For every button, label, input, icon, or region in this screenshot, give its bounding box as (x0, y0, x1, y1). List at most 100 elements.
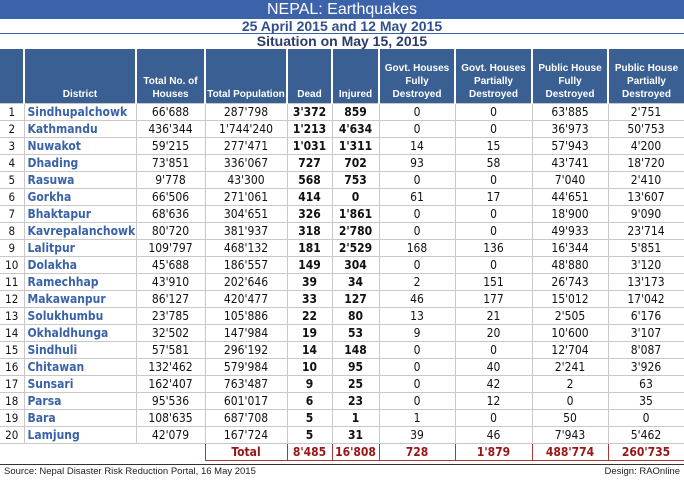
table-cell: 46 (454, 426, 533, 444)
row-number: 6 (0, 188, 25, 206)
district-name: Dolakha (23, 256, 137, 274)
table-cell: 0 (531, 392, 609, 410)
table-cell: 36'973 (531, 120, 609, 138)
row-number: 9 (0, 239, 25, 257)
table-cell: 162'407 (135, 375, 206, 393)
table-cell: 0 (378, 103, 456, 121)
table-cell: 181 (286, 239, 333, 257)
district-name: Bara (23, 409, 137, 427)
column-header: District (23, 49, 136, 104)
table-row: 19 Bara 108'635 687'708 5 1 1 0 50 0 (0, 409, 684, 427)
table-cell: 2'505 (531, 307, 609, 325)
table-cell: 26'743 (531, 273, 609, 291)
column-header: Total No. of Houses (135, 49, 205, 104)
table-cell: 80'720 (135, 222, 206, 240)
table-cell: 702 (331, 154, 380, 172)
table-cell: 95'536 (135, 392, 206, 410)
table-cell: 0 (454, 103, 533, 121)
district-name: Gorkha (23, 188, 137, 206)
table-cell: 12 (454, 392, 533, 410)
table-cell: 32'502 (135, 324, 206, 342)
table-cell: 66'688 (135, 103, 206, 121)
row-number: 2 (0, 120, 25, 138)
design-credit: Design: RAOnline (604, 466, 680, 477)
table-cell: 105'886 (204, 307, 288, 325)
table-cell: 18'900 (531, 205, 609, 223)
table-cell: 0 (454, 222, 533, 240)
table-cell: 40 (454, 358, 533, 376)
table-cell: 6'176 (607, 307, 684, 325)
table-row: 9 Lalitpur 109'797 468'132 181 2'529 168 136 16'… (0, 239, 684, 257)
table-cell: 15 (454, 137, 533, 155)
date-subtitle: 25 April 2015 and 12 May 2015 (0, 19, 684, 34)
table-cell: 763'487 (204, 375, 288, 393)
row-number: 4 (0, 154, 25, 172)
table-cell: 568 (286, 171, 333, 189)
table-cell: 296'192 (204, 341, 288, 359)
table-cell: 0 (607, 409, 684, 427)
table-cell: 1 (331, 409, 380, 427)
table-row: 11 Ramechhap 43'910 202'646 39 34 2 151 26'743 13… (0, 273, 684, 291)
table-cell: 0 (378, 375, 456, 393)
table-cell: 21 (454, 307, 533, 325)
table-cell: 49'933 (531, 222, 609, 240)
table-row: 7 Bhaktapur 68'636 304'651 326 1'861 0 0 18'900 9… (0, 205, 684, 223)
table-cell: 18'720 (607, 154, 684, 172)
table-cell: 0 (378, 205, 456, 223)
table-cell: 80 (331, 307, 380, 325)
table-cell: 86'127 (135, 290, 206, 308)
table-cell: 1'311 (331, 137, 380, 155)
table-cell: 12'704 (531, 341, 609, 359)
table-cell: 168 (378, 239, 456, 257)
table-cell: 2'751 (607, 103, 684, 121)
table-cell: 39 (378, 426, 456, 444)
table-cell: 48'880 (531, 256, 609, 274)
table-cell: 2'410 (607, 171, 684, 189)
district-name: Kathmandu (23, 120, 137, 138)
table-cell: 277'471 (204, 137, 288, 155)
table-cell: 45'688 (135, 256, 206, 274)
table-row: 13 Solukhumbu 23'785 105'886 22 80 13 21 2'505 6'… (0, 307, 684, 325)
table-cell: 16'344 (531, 239, 609, 257)
table-cell: 9 (286, 375, 333, 393)
column-header: Dead (286, 49, 332, 104)
table-cell: 1'861 (331, 205, 380, 223)
table-cell: 127 (331, 290, 380, 308)
district-name: Makawanpur (23, 290, 137, 308)
district-name: Sindhuli (23, 341, 137, 359)
table-cell: 304 (331, 256, 380, 274)
table-cell: 326 (286, 205, 333, 223)
table-cell: 4'200 (607, 137, 684, 155)
table-cell: 601'017 (204, 392, 288, 410)
table-cell: 50 (531, 409, 609, 427)
row-number: 7 (0, 205, 25, 223)
table-cell: 63 (607, 375, 684, 393)
district-name: Bhaktapur (23, 205, 137, 223)
table-cell: 271'061 (204, 188, 288, 206)
table-cell: 31 (331, 426, 380, 444)
table-cell: 381'937 (204, 222, 288, 240)
table-cell: 66'506 (135, 188, 206, 206)
table-cell: 186'557 (204, 256, 288, 274)
column-header: Govt. Houses Fully Destroyed (378, 49, 455, 104)
district-name: Nuwakot (23, 137, 137, 155)
table-cell: 2 (378, 273, 456, 291)
district-name: Kavrepalanchowk (23, 222, 137, 240)
district-name: Chitawan (23, 358, 137, 376)
row-number: 5 (0, 171, 25, 189)
footer-divider (0, 464, 684, 465)
table-cell: 420'477 (204, 290, 288, 308)
table-cell: 7'943 (531, 426, 609, 444)
table-cell: 318 (286, 222, 333, 240)
page-title: NEPAL: Earthquakes (0, 0, 684, 19)
row-number: 1 (0, 103, 25, 121)
table-cell: 46 (378, 290, 456, 308)
table-cell: 58 (454, 154, 533, 172)
table-cell: 132'462 (135, 358, 206, 376)
district-name: Sunsari (23, 375, 137, 393)
district-name: Dhading (23, 154, 137, 172)
total-label: Total (204, 443, 288, 461)
row-number: 14 (0, 324, 25, 342)
row-number: 11 (0, 273, 25, 291)
table-cell: 0 (378, 171, 456, 189)
